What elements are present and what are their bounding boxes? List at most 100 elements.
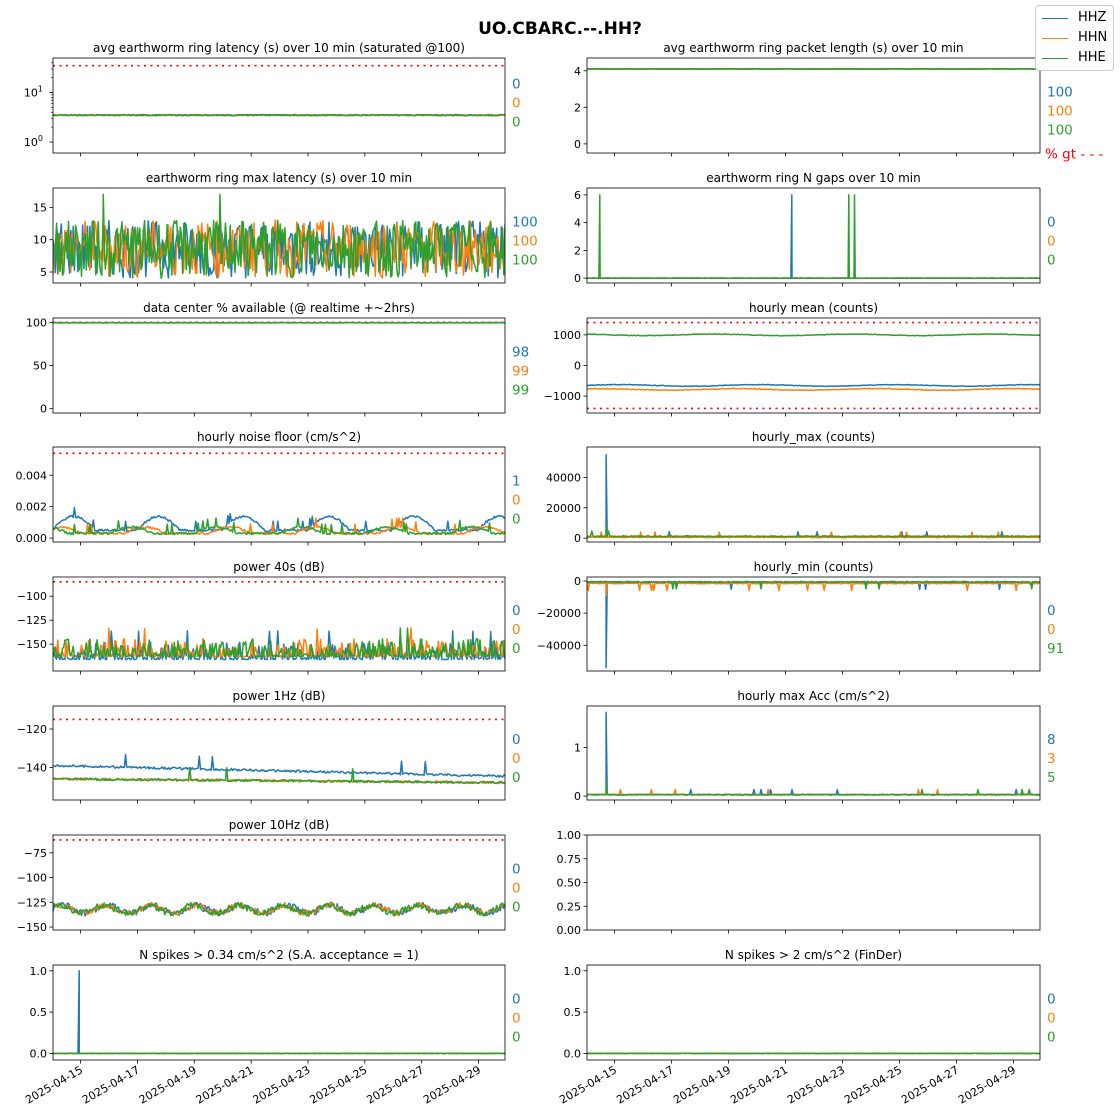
- y-tick-label: 0.002: [16, 501, 48, 514]
- y-tick-label: 0.25: [557, 900, 582, 913]
- series-line-hhe: [53, 517, 505, 536]
- pct-label-hhe: 100: [1047, 123, 1073, 139]
- panel-title: hourly_min (counts): [754, 560, 874, 574]
- y-tick-label: 15: [33, 201, 47, 214]
- pct-label-hhe: 0: [512, 512, 521, 528]
- pct-label-hhz: 0: [512, 732, 521, 748]
- y-tick-label: 0.5: [30, 1006, 48, 1019]
- pct-label-hhn: 99: [512, 364, 529, 380]
- y-tick-label: 0.0: [564, 1047, 582, 1060]
- pct-gt-label: % gt - - -: [1045, 147, 1104, 163]
- y-tick-label: −125: [17, 896, 47, 909]
- figure-title: UO.CBARC.--.HH?: [478, 19, 642, 39]
- pct-label-hhn: 100: [1047, 104, 1073, 120]
- y-tick-label: −1000: [544, 390, 581, 403]
- panel-p5: data center % available (@ realtime +~2h…: [26, 301, 529, 417]
- pct-label-hhz: 0: [1047, 215, 1056, 231]
- series-line-hhe: [53, 193, 505, 280]
- x-tick-label: 2025-04-15: [23, 1063, 85, 1106]
- y-tick-label: −100: [17, 590, 47, 603]
- panel-title: earthworm ring max latency (s) over 10 m…: [146, 171, 412, 185]
- panel-p4: earthworm ring N gaps over 10 min 0 2 4 6 0 0 0: [574, 171, 1056, 287]
- pct-label-hhe: 99: [512, 383, 529, 399]
- axes-frame: [586, 57, 1041, 154]
- pct-label-hhe: 5: [1047, 770, 1056, 786]
- series-line-hhe: [587, 780, 1040, 796]
- legend-label-hhe: HHE: [1078, 50, 1106, 65]
- pct-label-hhe: 0: [512, 1030, 521, 1046]
- x-tick-label: 2025-04-17: [80, 1063, 142, 1106]
- y-tick-label: −120: [17, 723, 47, 736]
- y-tick-label: 0.004: [16, 469, 48, 482]
- pct-label-hhe: 0: [512, 115, 521, 131]
- panel-title: avg earthworm ring packet length (s) ove…: [663, 41, 963, 55]
- series-line-hhz: [587, 453, 1040, 539]
- y-tick-label: 0.50: [557, 877, 582, 890]
- y-tick-label: −125: [17, 614, 47, 627]
- axes-frame: [586, 964, 1041, 1061]
- y-tick-label: 0: [574, 138, 581, 151]
- legend-label-hhz: HHZ: [1078, 10, 1107, 25]
- y-tick-label: 6: [574, 189, 581, 202]
- y-tick-label: 101: [24, 85, 43, 100]
- pct-label-hhn: 0: [512, 622, 521, 638]
- legend-label-hhn: HHN: [1078, 30, 1108, 45]
- x-tick-label: 2025-04-27: [364, 1063, 426, 1106]
- series-line-hhe: [587, 333, 1040, 337]
- y-tick-label: 0.5: [564, 1006, 582, 1019]
- panel-title: hourly noise floor (cm/s^2): [197, 430, 361, 444]
- panel-title: power 1Hz (dB): [233, 689, 326, 703]
- panel-title: data center % available (@ realtime +~2h…: [143, 301, 415, 315]
- panel-title: power 40s (dB): [233, 560, 324, 574]
- y-tick-label: 100: [26, 316, 47, 329]
- panel-p6: hourly mean (counts) −1000 0 1000: [544, 301, 1041, 417]
- axes-frame: [586, 187, 1041, 284]
- pct-label-hhn: 0: [1047, 234, 1056, 250]
- x-tick-label: 2025-04-27: [899, 1063, 961, 1106]
- series-line-hhn: [587, 387, 1040, 392]
- pct-label-hhz: 0: [512, 992, 521, 1008]
- panel-title: hourly_max (counts): [752, 430, 875, 444]
- panel-p13: power 10Hz (dB) −150 −125 −100 −75 0 0 0: [17, 818, 521, 934]
- y-tick-label: 4: [574, 217, 581, 230]
- panel-p9: power 40s (dB) −150 −125 −100 0 0 0: [17, 560, 521, 675]
- y-tick-label: −40000: [537, 639, 581, 652]
- pct-label-hhz: 0: [512, 77, 521, 93]
- series-line-hhz: [587, 711, 1040, 796]
- y-tick-label: 0.000: [16, 532, 48, 545]
- y-tick-label: 0.00: [557, 924, 582, 937]
- panel-p3: earthworm ring max latency (s) over 10 m…: [33, 171, 538, 287]
- y-tick-label: 1.00: [557, 829, 582, 842]
- y-tick-label: 0: [40, 403, 47, 416]
- series-line-hhn: [587, 582, 1040, 597]
- pct-label-hhz: 0: [512, 862, 521, 878]
- y-tick-label: 0: [574, 532, 581, 545]
- pct-label-hhe: 100: [512, 253, 538, 269]
- axes-frame: [52, 576, 506, 672]
- y-tick-label: 1: [574, 741, 581, 754]
- series-line-hhn: [587, 528, 1040, 539]
- series-line-hhz: [587, 194, 1040, 280]
- pct-label-hhz: 98: [512, 345, 529, 361]
- pct-label-hhn: 0: [512, 1011, 521, 1027]
- y-tick-label: 100: [24, 134, 43, 149]
- axes-frame: [52, 57, 506, 154]
- y-tick-label: 0: [574, 272, 581, 285]
- series-line-hhe: [53, 901, 505, 917]
- pct-label-hhn: 0: [1047, 622, 1056, 638]
- y-tick-label: 50: [33, 360, 47, 373]
- pct-label-hhz: 0: [512, 603, 521, 619]
- series-line-hhe: [587, 525, 1040, 538]
- y-tick-label: 2: [574, 244, 581, 257]
- legend: HHZ HHN HHE: [1035, 5, 1114, 71]
- y-tick-label: 10: [33, 234, 47, 247]
- axes-frame: [52, 187, 506, 284]
- panel-title: earthworm ring N gaps over 10 min: [706, 171, 920, 185]
- y-tick-label: −75: [24, 847, 47, 860]
- y-tick-label: −20000: [537, 607, 581, 620]
- x-tick-label: 2025-04-29: [421, 1063, 483, 1106]
- pct-label-hhe: 0: [1047, 253, 1056, 269]
- panel-p15: N spikes > 0.34 cm/s^2 (S.A. acceptance …: [23, 948, 520, 1107]
- x-tick-label: 2025-04-15: [557, 1063, 619, 1106]
